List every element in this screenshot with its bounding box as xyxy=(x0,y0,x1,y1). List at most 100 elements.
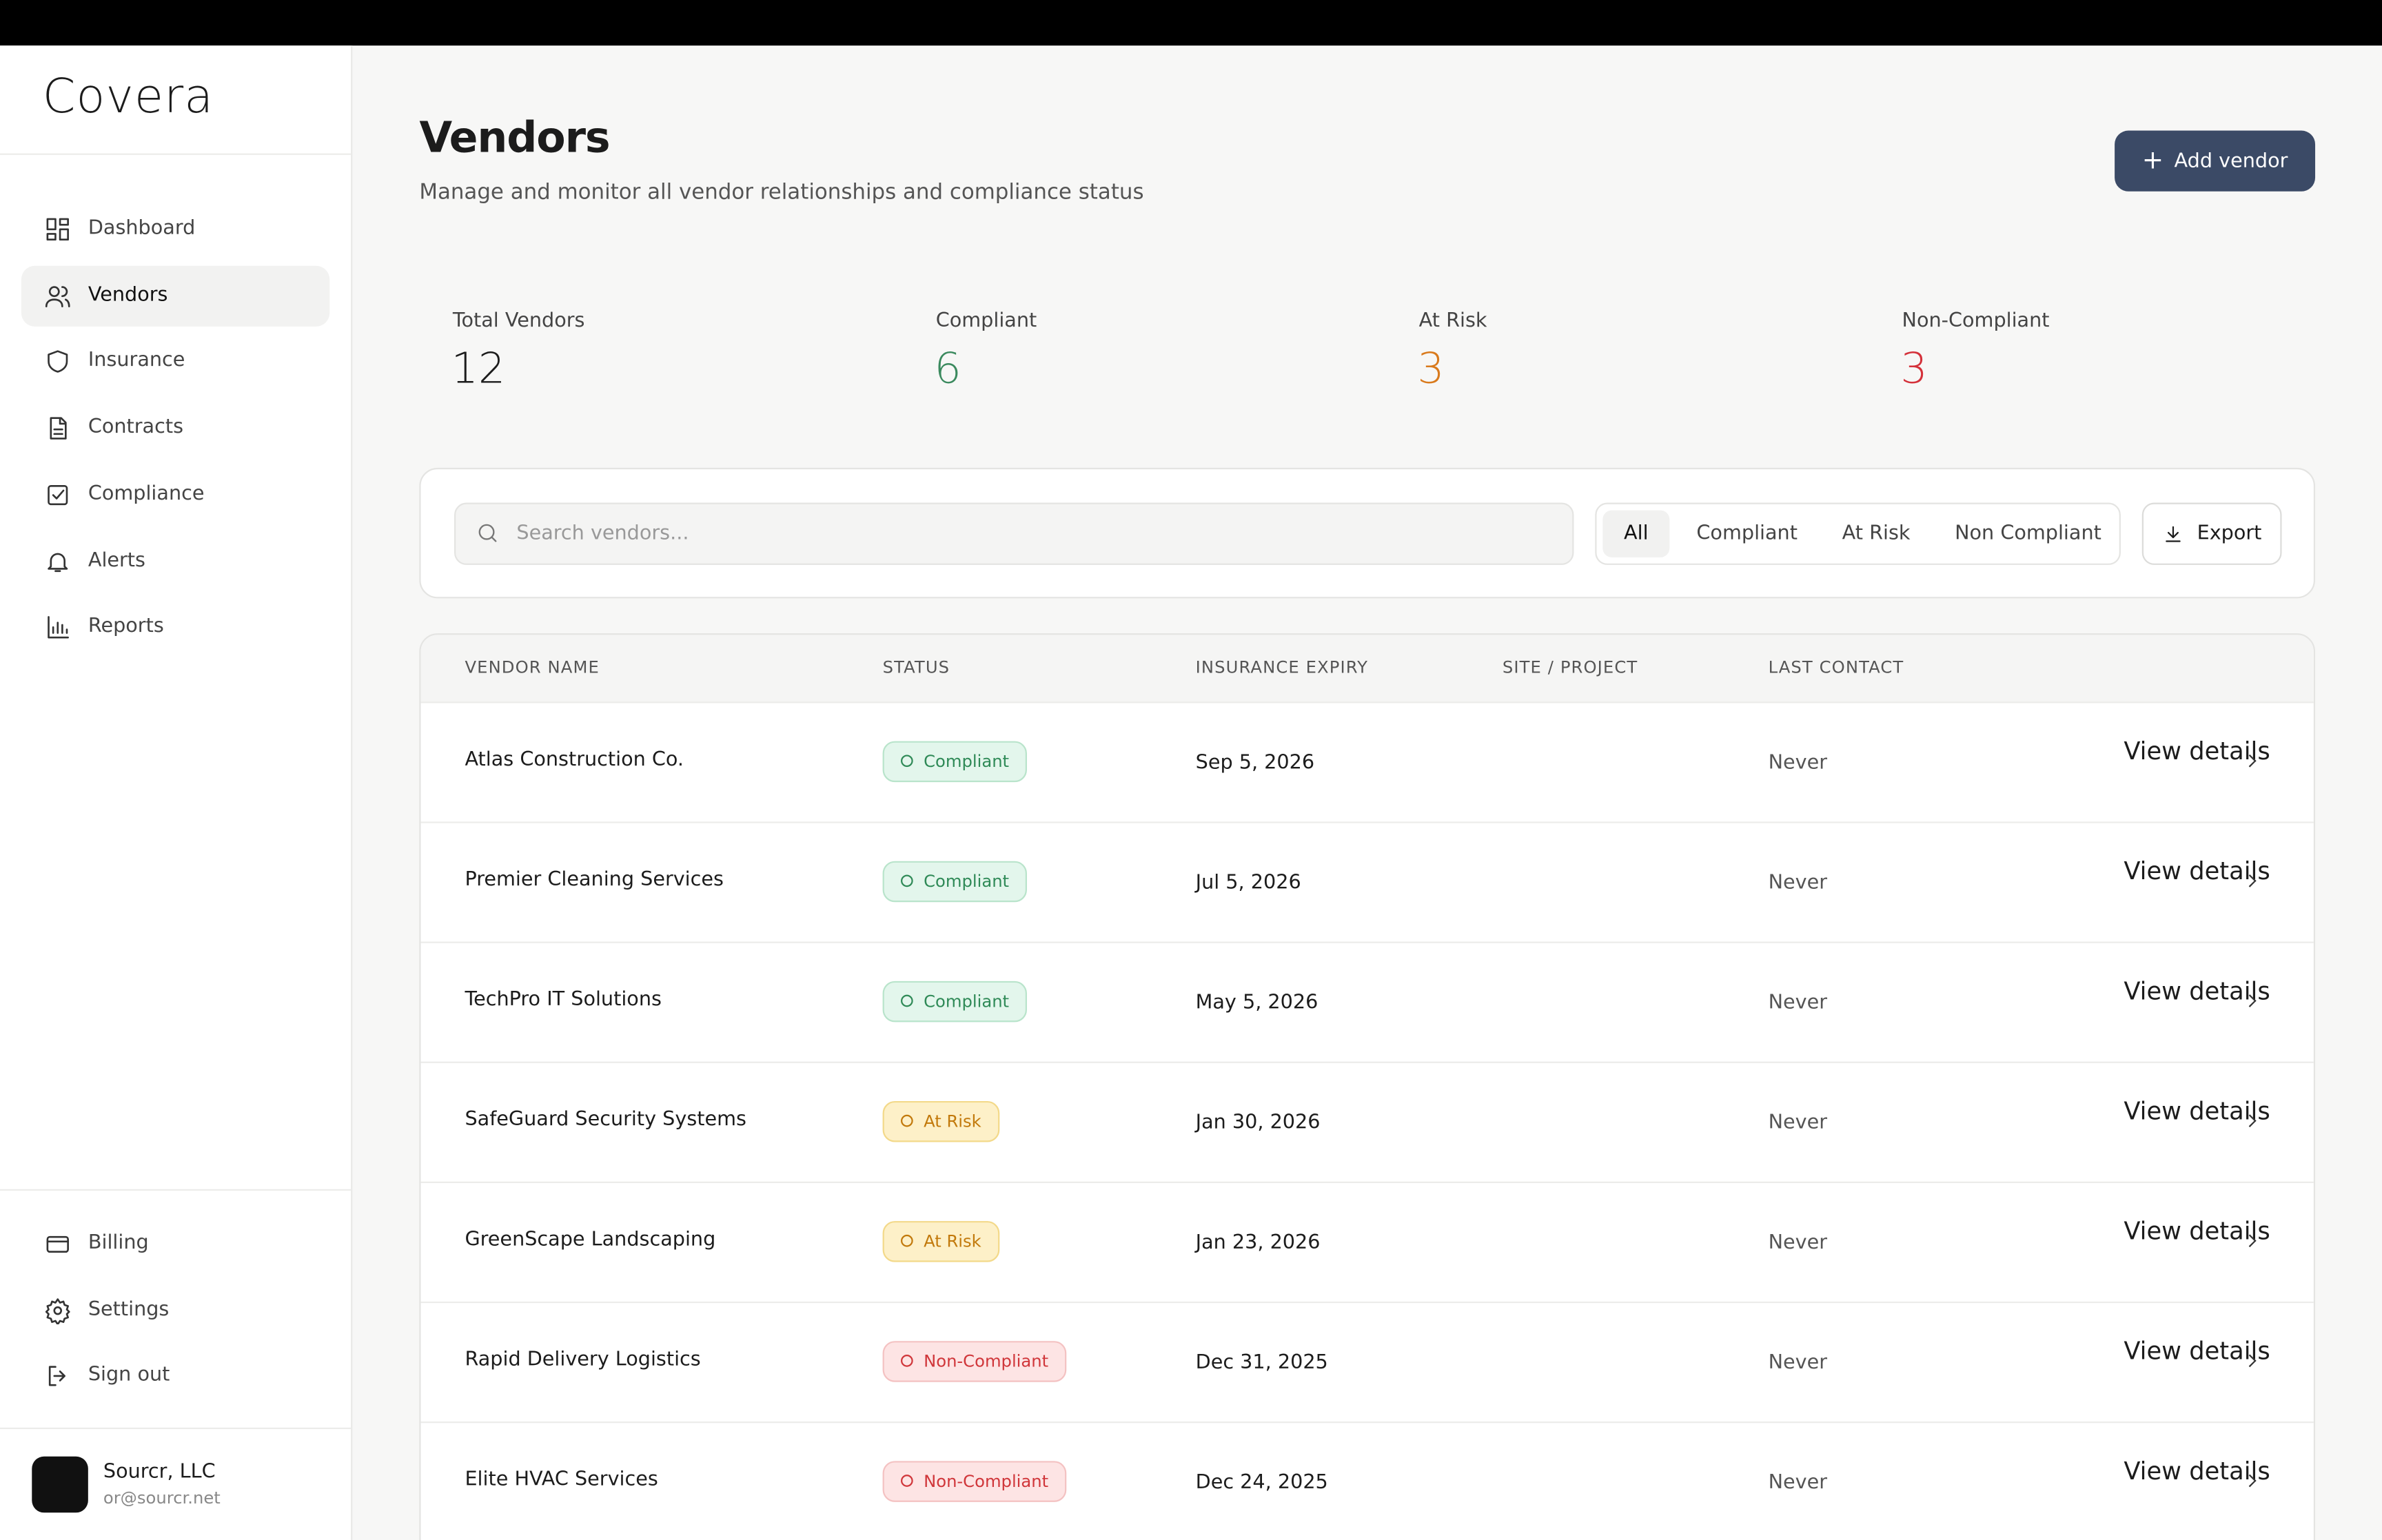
view-details-button btn[interactable]: View details xyxy=(2101,856,2281,910)
divider xyxy=(0,1189,352,1191)
stat-value: 3 xyxy=(1417,343,1445,393)
view-details-button btn[interactable]: View details xyxy=(2101,1096,2281,1149)
last-contact: Never xyxy=(1768,992,1828,1015)
table-row: Elite HVAC Services Non-Compliant Dec 24, … xyxy=(421,1423,2314,1540)
nav-item[interactable]: Alerts xyxy=(21,531,329,591)
table-row: Atlas Construction Co. Compliant Sep 5, 20… xyxy=(420,703,2314,823)
export-button[interactable]: Export xyxy=(2141,502,2282,565)
vendor-name: TechPro IT Solutions xyxy=(465,988,662,1012)
account-name: Sourcr, LLC xyxy=(103,1461,216,1484)
last-contact: Never xyxy=(1768,1111,1828,1135)
nav-item[interactable]: Reports xyxy=(21,597,329,658)
add-vendor-button[interactable]: + Add vendor xyxy=(2115,130,2316,192)
insurance-expiry: Dec 31, 2025 xyxy=(1195,1351,1328,1375)
stat-card card: At Risk 3 xyxy=(1385,278,1835,424)
filter-tab[interactable]: All xyxy=(1602,510,1670,557)
nav-icon xyxy=(48,484,68,505)
nav-icon xyxy=(50,417,67,440)
vendor-name: Premier Cleaning Services xyxy=(465,868,724,892)
insurance-expiry: Dec 24, 2025 xyxy=(1195,1471,1328,1495)
insurance-expiry: Jan 23, 2026 xyxy=(1195,1231,1321,1255)
stat-card card: Non-Compliant 3 xyxy=(1869,278,2318,424)
status-badge: Non-Compliant xyxy=(882,1461,1067,1502)
main: Vendors Manage and monitor all vendor re… xyxy=(352,45,2382,1540)
table-row: Premier Cleaning Services Compliant Jul 5,… xyxy=(420,823,2314,943)
stat-label: Total Vendors xyxy=(452,309,585,333)
column-header: SITE / PROJECT xyxy=(1502,657,1638,678)
button-label: View details xyxy=(2124,1336,2270,1366)
filter-tab[interactable]: At Risk xyxy=(1842,522,1911,546)
nav-label: Contracts xyxy=(88,416,184,440)
insurance-expiry: Sep 5, 2026 xyxy=(1195,752,1315,775)
top-bar xyxy=(0,0,2382,46)
column-header: LAST CONTACT xyxy=(1768,657,1904,678)
status-badge: At Risk xyxy=(882,1100,1000,1142)
last-contact: Never xyxy=(1768,872,1828,895)
view-details-button btn[interactable]: View details xyxy=(2101,1457,2281,1510)
last-contact: Never xyxy=(1768,1231,1828,1255)
stat-card card: Compliant 6 xyxy=(902,278,1352,424)
sidebar: Covera Sourcr, LLC or@sourcr.net Dashboa… xyxy=(0,45,353,1540)
view-details-button btn[interactable]: View details xyxy=(2101,1337,2281,1390)
insurance-expiry: May 5, 2026 xyxy=(1195,992,1319,1015)
nav-icon xyxy=(48,552,68,571)
nav-item[interactable]: Insurance xyxy=(21,331,329,392)
nav-label: Alerts xyxy=(88,548,145,572)
nav-icon xyxy=(45,1297,70,1324)
status-label: Compliant xyxy=(924,752,1010,772)
column-header: VENDOR NAME xyxy=(465,657,600,678)
nav-label: Reports xyxy=(88,615,164,639)
insurance-expiry: Jul 5, 2026 xyxy=(1195,872,1301,895)
status-badge: Compliant xyxy=(882,861,1028,903)
status-icon xyxy=(901,1355,913,1367)
vendor-name: Elite HVAC Services xyxy=(465,1468,658,1492)
search-input[interactable]: Search vendors... xyxy=(454,502,1574,565)
stat-label: At Risk xyxy=(1418,309,1487,333)
nav-label: Vendors xyxy=(88,283,168,307)
account-avatar xyxy=(32,1456,88,1513)
stat-card card: Total Vendors 12 xyxy=(419,278,868,424)
view-details-button btn[interactable]: View details xyxy=(2101,737,2281,790)
status-badge: Compliant xyxy=(882,981,1028,1023)
status-icon xyxy=(901,1234,913,1247)
nav-label: Settings xyxy=(88,1297,170,1321)
view-details-button btn[interactable]: View details xyxy=(2101,976,2281,1029)
status-badge: Non-Compliant xyxy=(882,1341,1067,1382)
search-icon xyxy=(478,524,497,542)
insurance-expiry: Jan 30, 2026 xyxy=(1195,1111,1321,1135)
nav-item[interactable]: Settings xyxy=(21,1280,329,1340)
vendor-name: GreenScape Landscaping xyxy=(465,1229,716,1252)
nav-item[interactable]: Billing xyxy=(21,1213,329,1274)
button-label: View details xyxy=(2124,1456,2270,1486)
filter-group: All Compliant At Risk Non Compliant xyxy=(1595,502,2121,565)
view-details-button btn[interactable]: View details xyxy=(2101,1216,2281,1269)
download-icon xyxy=(2166,525,2181,542)
last-contact: Never xyxy=(1768,1471,1828,1495)
divider xyxy=(0,1427,352,1430)
stat-label: Non-Compliant xyxy=(1902,309,2050,333)
toolbar: Search vendors... All Compliant At Risk Non… xyxy=(419,467,2316,599)
stat-value: 12 xyxy=(451,343,506,393)
vendor-name: Atlas Construction Co. xyxy=(465,748,684,772)
page-title: Vendors xyxy=(419,112,610,163)
nav-icon xyxy=(48,351,68,373)
nav-label: Compliance xyxy=(88,482,205,506)
nav-item[interactable]: Contracts xyxy=(21,398,329,459)
vendor-name: SafeGuard Security Systems xyxy=(465,1108,746,1132)
table-row: SafeGuard Security Systems At Risk Jan 30,… xyxy=(420,1063,2314,1183)
nav-item[interactable]: Sign out xyxy=(21,1346,329,1406)
filter-tab[interactable]: Non Compliant xyxy=(1955,522,2101,546)
status-label: Compliant xyxy=(924,872,1010,892)
filter-tab[interactable]: Compliant xyxy=(1696,522,1798,546)
nav-item[interactable]: Dashboard xyxy=(21,199,329,260)
button-label: Add vendor xyxy=(2174,150,2288,173)
divider xyxy=(0,153,352,155)
status-icon xyxy=(901,1475,913,1487)
table-row: GreenScape Landscaping At Risk Jan 23, 202… xyxy=(420,1183,2314,1304)
nav-item[interactable]: Vendors xyxy=(21,265,330,327)
button-label: Export xyxy=(2197,522,2262,546)
nav-item[interactable]: Compliance xyxy=(21,464,329,525)
logo: Covera xyxy=(42,70,214,125)
nav-icon xyxy=(45,285,70,307)
